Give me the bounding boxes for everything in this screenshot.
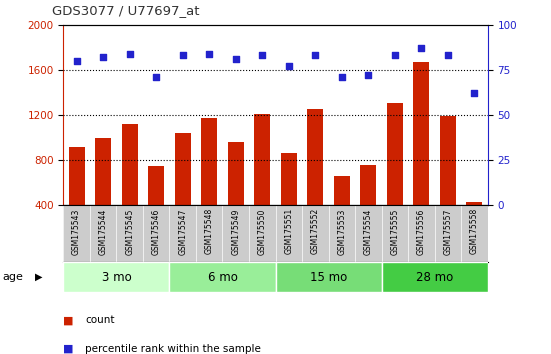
Text: GSM175551: GSM175551 — [284, 208, 293, 255]
Point — [417, 45, 426, 51]
Bar — [201, 119, 217, 251]
Text: ■: ■ — [63, 315, 74, 325]
Text: GSM175545: GSM175545 — [125, 208, 134, 255]
Bar — [307, 109, 323, 251]
Text: GSM175547: GSM175547 — [178, 208, 187, 255]
Bar — [440, 116, 456, 251]
Text: GSM175550: GSM175550 — [258, 208, 267, 255]
Text: GSM175557: GSM175557 — [444, 208, 452, 255]
Point — [364, 73, 372, 78]
Text: GSM175552: GSM175552 — [311, 208, 320, 255]
Text: age: age — [3, 272, 24, 282]
Bar — [387, 103, 403, 251]
Bar — [63, 262, 170, 292]
Point — [152, 74, 160, 80]
Text: GSM175544: GSM175544 — [99, 208, 107, 255]
Point — [179, 53, 187, 58]
Bar — [466, 202, 482, 251]
Text: GSM175558: GSM175558 — [470, 208, 479, 255]
Text: ■: ■ — [63, 344, 74, 354]
Point — [470, 91, 479, 96]
Text: percentile rank within the sample: percentile rank within the sample — [85, 344, 261, 354]
Text: 15 mo: 15 mo — [310, 270, 347, 284]
Bar — [95, 138, 111, 251]
Bar — [360, 165, 376, 251]
Text: ▶: ▶ — [35, 272, 42, 282]
Bar — [281, 153, 296, 251]
Text: GSM175556: GSM175556 — [417, 208, 426, 255]
Point — [99, 55, 107, 60]
Point — [337, 74, 346, 80]
Text: GSM175549: GSM175549 — [231, 208, 240, 255]
Bar — [170, 262, 276, 292]
Bar — [381, 262, 488, 292]
Point — [444, 53, 452, 58]
Point — [284, 63, 293, 69]
Point — [231, 56, 240, 62]
Text: 6 mo: 6 mo — [208, 270, 237, 284]
Point — [258, 53, 267, 58]
Point — [311, 53, 320, 58]
Text: GSM175548: GSM175548 — [205, 208, 214, 255]
Bar — [334, 176, 350, 251]
Bar — [148, 166, 164, 251]
Text: GSM175543: GSM175543 — [72, 208, 81, 255]
Bar — [276, 262, 381, 292]
Text: 28 mo: 28 mo — [416, 270, 453, 284]
Text: count: count — [85, 315, 115, 325]
Text: 3 mo: 3 mo — [101, 270, 131, 284]
Bar — [69, 147, 84, 251]
Bar — [175, 133, 191, 251]
Bar — [254, 114, 270, 251]
Bar — [228, 142, 244, 251]
Point — [205, 51, 214, 57]
Text: GSM175555: GSM175555 — [390, 208, 399, 255]
Text: GSM175546: GSM175546 — [152, 208, 161, 255]
Point — [72, 58, 81, 64]
Bar — [413, 62, 429, 251]
Point — [391, 53, 399, 58]
Text: GSM175554: GSM175554 — [364, 208, 373, 255]
Text: GDS3077 / U77697_at: GDS3077 / U77697_at — [52, 4, 200, 17]
Bar — [122, 124, 138, 251]
Text: GSM175553: GSM175553 — [337, 208, 346, 255]
Point — [125, 51, 134, 57]
